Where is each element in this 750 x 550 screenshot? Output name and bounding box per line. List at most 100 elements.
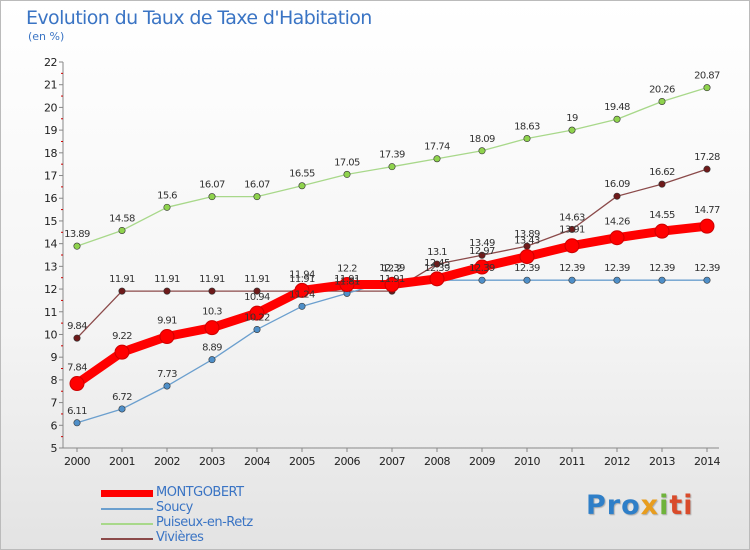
data-label-vivieres: 11.91	[289, 274, 315, 285]
x-tick-label: 2012	[604, 455, 630, 468]
data-point-soucy	[73, 419, 81, 427]
y-tick-label: 13	[44, 260, 57, 273]
data-point-soucy	[163, 382, 171, 390]
data-label-soucy: 7.73	[157, 369, 177, 380]
data-point-puiseux-en-retz	[298, 182, 306, 190]
data-label-vivieres: 11.91	[379, 274, 405, 285]
data-point-montgobert	[654, 223, 670, 239]
data-label-soucy: 6.11	[67, 406, 87, 417]
data-point-puiseux-en-retz	[208, 193, 216, 201]
y-tick-label: 18	[44, 147, 57, 160]
data-point-montgobert	[474, 259, 490, 275]
data-point-soucy	[658, 276, 666, 284]
y-tick-label: 10	[44, 328, 57, 341]
data-label-vivieres: 16.09	[604, 179, 630, 190]
data-point-soucy	[613, 276, 621, 284]
data-label-soucy: 8.89	[202, 343, 222, 354]
x-tick-label: 2011	[559, 455, 585, 468]
data-label-montgobert: 10.3	[202, 307, 222, 318]
data-point-puiseux-en-retz	[703, 84, 711, 92]
data-label-soucy: 12.39	[424, 263, 450, 274]
data-point-puiseux-en-retz	[73, 242, 81, 250]
data-label-vivieres: 11.91	[109, 274, 135, 285]
data-point-soucy	[253, 325, 261, 333]
logo-part-4: ti	[669, 490, 694, 521]
data-point-vivieres	[433, 260, 441, 268]
data-label-vivieres: 13.89	[514, 229, 540, 240]
data-label-montgobert: 13.91	[559, 225, 585, 236]
data-label-soucy: 12.39	[379, 263, 405, 274]
data-label-puiseux-en-retz: 15.6	[157, 190, 177, 201]
x-tick-label: 2002	[154, 455, 180, 468]
data-label-soucy: 11.81	[334, 276, 360, 287]
x-tick-label: 2009	[469, 455, 495, 468]
data-label-vivieres: 16.62	[649, 167, 675, 178]
data-label-vivieres: 11.91	[199, 274, 225, 285]
data-label-puiseux-en-retz: 17.74	[424, 142, 450, 153]
data-point-soucy	[568, 276, 576, 284]
data-label-vivieres: 13.1	[427, 247, 447, 258]
data-point-vivieres	[118, 287, 126, 295]
data-point-puiseux-en-retz	[343, 170, 351, 178]
data-label-puiseux-en-retz: 20.26	[649, 85, 675, 96]
x-tick-label: 2008	[424, 455, 450, 468]
data-label-layer: 13.89 14.58 15.6 16.07 16.07 16.55 17.05 17.39 1…	[64, 71, 720, 417]
data-point-soucy	[478, 276, 486, 284]
data-point-montgobert	[699, 218, 715, 234]
legend-label-puiseux: Puiseux-en-Retz	[156, 515, 253, 530]
legend-swatch-vivieres	[101, 538, 153, 540]
axes: 5 6 7 8 9 10 11 12 13 14 15 16 17 18 19 20 21 22 2000 2001 2…	[44, 56, 721, 468]
data-point-puiseux-en-retz	[388, 163, 396, 171]
data-point-puiseux-en-retz	[433, 155, 441, 163]
data-point-puiseux-en-retz	[118, 226, 126, 234]
data-label-soucy: 11.24	[289, 289, 315, 300]
data-label-vivieres: 9.84	[67, 321, 87, 332]
y-tick-label: 6	[51, 419, 58, 432]
chart-subtitle: (en %)	[28, 30, 65, 43]
logo-part-1: Pro	[586, 490, 641, 521]
chart-title: Evolution du Taux de Taxe d'Habitation	[26, 7, 372, 29]
y-tick-label: 15	[44, 215, 57, 228]
data-label-soucy: 6.72	[112, 392, 132, 403]
data-label-vivieres: 11.91	[244, 274, 270, 285]
series-line-montgobert	[72, 221, 712, 389]
x-tick-label: 2007	[379, 455, 405, 468]
y-tick-label: 14	[44, 238, 57, 251]
data-point-puiseux-en-retz	[253, 193, 261, 201]
data-point-vivieres	[208, 287, 216, 295]
y-tick-label: 22	[44, 56, 57, 69]
x-tick-label: 2006	[334, 455, 360, 468]
data-label-vivieres: 14.63	[559, 212, 585, 223]
data-point-vivieres	[163, 287, 171, 295]
x-tick-label: 2013	[649, 455, 675, 468]
y-tick-label: 8	[51, 374, 58, 387]
data-point-montgobert	[204, 320, 220, 336]
data-label-puiseux-en-retz: 14.58	[109, 213, 135, 224]
data-point-puiseux-en-retz	[523, 135, 531, 143]
y-tick-label: 20	[44, 101, 57, 114]
y-tick-label: 5	[51, 442, 58, 455]
data-label-montgobert: 14.55	[649, 210, 675, 221]
data-point-montgobert	[294, 282, 310, 298]
data-label-vivieres: 11.91	[154, 274, 180, 285]
data-label-puiseux-en-retz: 17.05	[334, 157, 360, 168]
data-label-puiseux-en-retz: 19.48	[604, 102, 630, 113]
data-point-montgobert	[609, 230, 625, 246]
data-label-montgobert: 11.94	[289, 269, 315, 280]
data-point-vivieres	[73, 334, 81, 342]
data-point-montgobert	[564, 238, 580, 254]
data-point-montgobert	[339, 277, 355, 293]
data-point-soucy	[703, 276, 711, 284]
data-label-montgobert: 12.97	[469, 246, 495, 257]
y-tick-label: 12	[44, 283, 57, 296]
legend-swatch-puiseux	[101, 523, 153, 525]
logo-part-3: i	[659, 490, 670, 521]
legend-label-soucy: Soucy	[156, 500, 193, 515]
legend-swatch-montgobert	[101, 490, 153, 497]
x-tick-label: 2004	[244, 455, 270, 468]
logo-part-2: x	[640, 490, 660, 521]
data-point-montgobert	[384, 277, 400, 293]
data-point-puiseux-en-retz	[658, 98, 666, 106]
data-label-vivieres: 13.49	[469, 238, 495, 249]
